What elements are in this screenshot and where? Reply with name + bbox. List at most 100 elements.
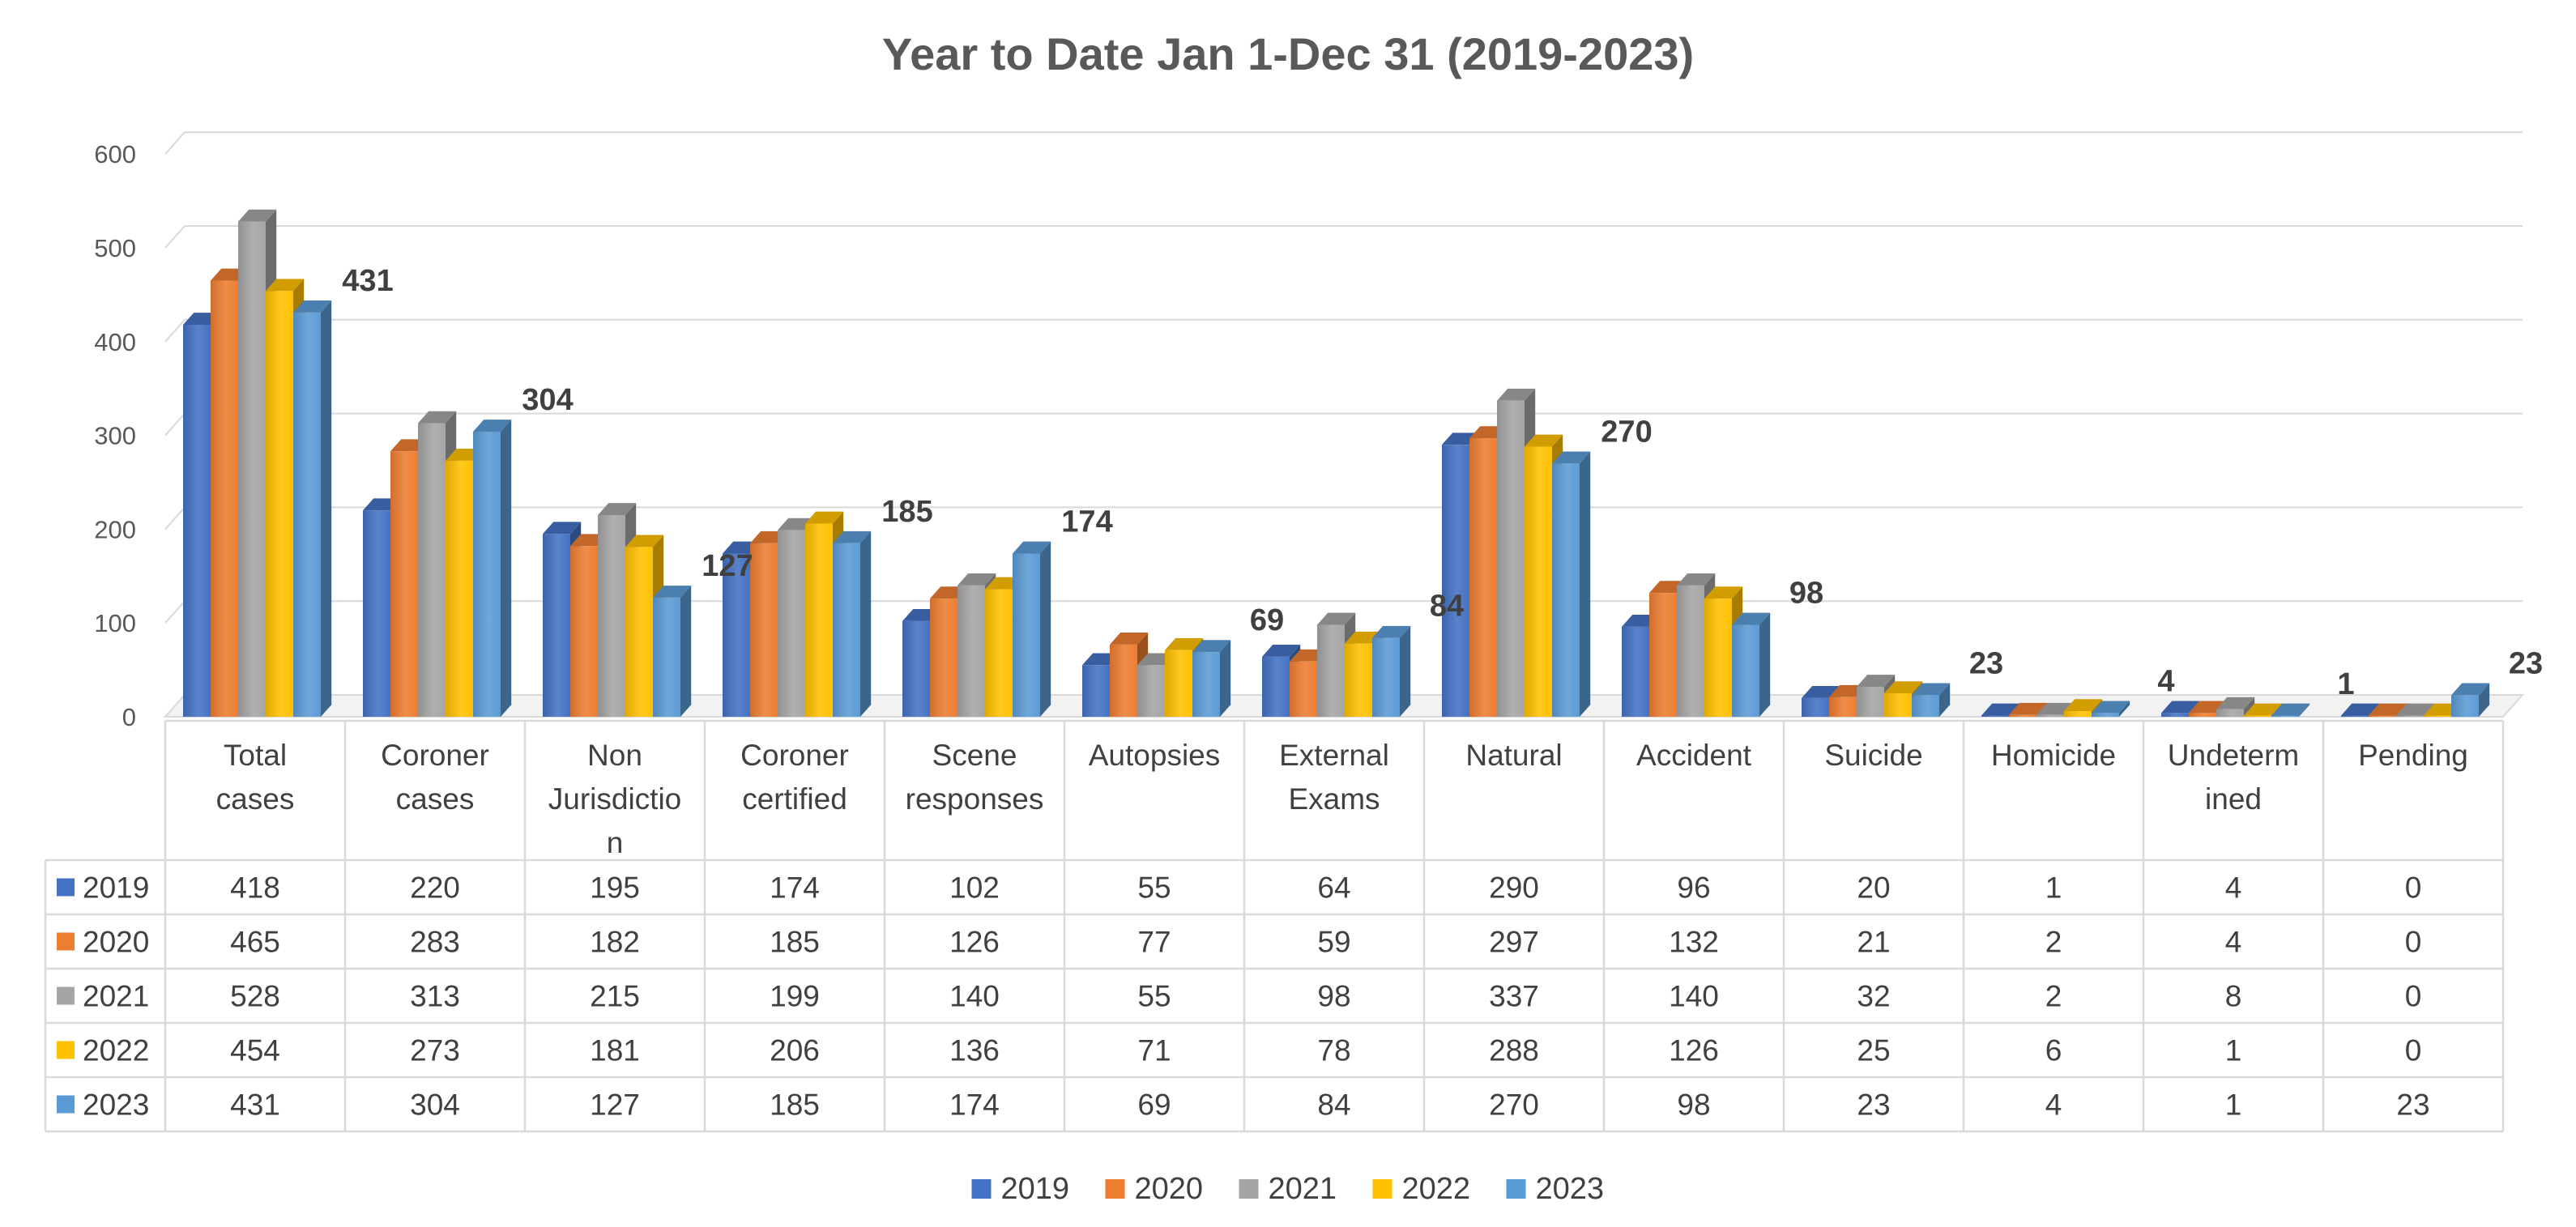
table-cell: 8 <box>2225 980 2242 1013</box>
category-label: Natural <box>1465 739 1562 772</box>
table-cell: 126 <box>949 926 1000 959</box>
category-label: Pending <box>2358 739 2468 772</box>
table-cell: 4 <box>2225 926 2242 959</box>
table-cell: 195 <box>590 871 640 905</box>
table-cell: 185 <box>770 1089 820 1122</box>
legend-key-2022 <box>1372 1179 1392 1199</box>
table-cell: 454 <box>230 1034 280 1067</box>
bar-pending-2023 <box>2451 683 2490 717</box>
row-label-2023: 2023 <box>83 1089 149 1122</box>
table-cell: 185 <box>770 926 820 959</box>
category-label: Autopsies <box>1089 739 1221 772</box>
table-cell: 290 <box>1489 871 1539 905</box>
table-cell: 59 <box>1317 926 1350 959</box>
category-label: External <box>1279 739 1389 772</box>
category-label: Coroner <box>381 739 489 772</box>
table-cell: 23 <box>1857 1089 1890 1122</box>
row-legend-key-2019 <box>57 878 75 897</box>
table-cell: 140 <box>949 980 1000 1013</box>
y-tick-label: 300 <box>94 422 136 450</box>
legend-key-2020 <box>1105 1179 1125 1199</box>
bar-coroner-cases-2023 <box>473 420 512 717</box>
table-cell: 270 <box>1489 1089 1539 1122</box>
category-label: Coroner <box>740 739 849 772</box>
table-cell: 297 <box>1489 926 1539 959</box>
data-label-scene-responses: 174 <box>1061 505 1112 539</box>
category-label: ined <box>2205 782 2262 816</box>
table-cell: 32 <box>1857 980 1890 1013</box>
data-labels: 431 304 127 185 174 69 84 270 98 23 4 1 23 <box>342 264 2543 701</box>
data-label-accident: 98 <box>1789 577 1823 611</box>
category-label: Homicide <box>1991 739 2116 772</box>
data-label-autopsies: 69 <box>1250 603 1284 637</box>
table-cell: 98 <box>1317 980 1350 1013</box>
category-label: Jurisdictio <box>548 782 682 816</box>
row-label-2022: 2022 <box>83 1034 149 1067</box>
legend: 2019 2020 2021 2022 2023 <box>971 1172 1604 1206</box>
table-cell: 215 <box>590 980 640 1013</box>
legend-key-2019 <box>971 1179 992 1199</box>
table-cell: 98 <box>1677 1089 1710 1122</box>
table-cell: 64 <box>1317 871 1350 905</box>
bar-homicide-2023 <box>2092 701 2130 717</box>
table-cell: 528 <box>230 980 280 1013</box>
row-label-2019: 2019 <box>83 871 149 905</box>
category-label: Exams <box>1288 782 1380 816</box>
table-cell: 4 <box>2045 1089 2062 1122</box>
table-cell: 127 <box>590 1089 640 1122</box>
row-legend-key-2021 <box>57 986 75 1005</box>
table-cell: 25 <box>1857 1034 1890 1067</box>
gridline-diagonal <box>164 131 186 155</box>
y-tick-label: 200 <box>94 515 136 543</box>
gridline-diagonal <box>164 506 186 530</box>
table-cell: 0 <box>2405 871 2422 905</box>
row-legend-key-2020 <box>57 932 75 951</box>
chart-title: Year to Date Jan 1-Dec 31 (2019-2023) <box>882 28 1694 79</box>
table-cell: 126 <box>1669 1034 1719 1067</box>
bars <box>183 209 2490 718</box>
gridline-diagonal <box>164 319 186 343</box>
legend-label-2021: 2021 <box>1269 1172 1337 1206</box>
legend-label-2020: 2020 <box>1135 1172 1204 1206</box>
table-cell: 77 <box>1137 926 1171 959</box>
data-label-coroner-certified: 185 <box>881 495 932 529</box>
legend-key-2023 <box>1506 1179 1526 1199</box>
table-cell: 78 <box>1317 1034 1350 1067</box>
table-cell: 1 <box>2045 871 2062 905</box>
table-cell: 0 <box>2405 1034 2422 1067</box>
row-label-2020: 2020 <box>83 926 149 959</box>
category-label: Scene <box>932 739 1017 772</box>
table-cell: 96 <box>1677 871 1710 905</box>
table-cell: 283 <box>410 926 460 959</box>
table-cell: 20 <box>1857 871 1890 905</box>
table-cell: 337 <box>1489 980 1539 1013</box>
y-tick-label: 400 <box>94 328 136 356</box>
bar-undetermined-2023 <box>2271 703 2310 717</box>
y-tick-label: 600 <box>94 140 136 168</box>
data-label-total-cases: 431 <box>342 264 393 298</box>
bar-total-cases-2023 <box>293 300 332 717</box>
table-cell: 304 <box>410 1089 460 1122</box>
table-cell: 418 <box>230 871 280 905</box>
data-label-non-jurisdiction: 127 <box>702 549 753 583</box>
table-cell: 6 <box>2045 1034 2062 1067</box>
table-cell: 220 <box>410 871 460 905</box>
table-cell: 4 <box>2225 871 2242 905</box>
table-cell: 0 <box>2405 926 2422 959</box>
table-cell: 23 <box>2396 1089 2429 1122</box>
data-label-external-exams: 84 <box>1430 590 1464 624</box>
table-cell: 55 <box>1137 980 1171 1013</box>
legend-key-2021 <box>1239 1179 1259 1199</box>
category-label: cases <box>216 782 295 816</box>
category-label: certified <box>742 782 847 816</box>
bar-suicide-2023 <box>1912 683 1951 717</box>
table-cell: 1 <box>2225 1034 2242 1067</box>
table-cell: 288 <box>1489 1034 1539 1067</box>
bar-non-jurisdiction-2023 <box>653 586 692 717</box>
table-cell: 0 <box>2405 980 2422 1013</box>
data-label-homicide: 4 <box>2157 664 2174 698</box>
category-label: responses <box>906 782 1044 816</box>
legend-label-2022: 2022 <box>1402 1172 1471 1206</box>
table-cell: 182 <box>590 926 640 959</box>
table-cell: 1 <box>2225 1089 2242 1122</box>
